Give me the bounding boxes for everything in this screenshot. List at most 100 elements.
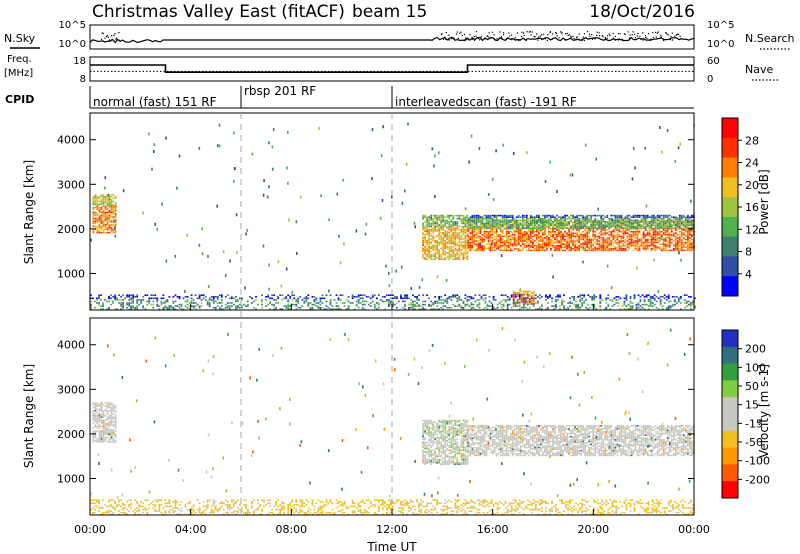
- noise-search-dot: [596, 31, 598, 33]
- power-cell: [574, 244, 576, 247]
- power-cell: [469, 232, 472, 234]
- power-cell: [375, 297, 378, 300]
- power-cell: [434, 247, 437, 250]
- power-cell: [176, 296, 179, 298]
- power-cell: [599, 305, 602, 307]
- velocity-cell: [106, 433, 109, 435]
- power-cell: [642, 232, 645, 234]
- power-cell: [514, 303, 517, 305]
- power-cell: [558, 248, 560, 250]
- power-cell: [505, 221, 508, 223]
- power-cell: [556, 190, 558, 194]
- velocity-cell: [94, 430, 97, 432]
- power-cell: [477, 232, 480, 234]
- velocity-cell: [108, 433, 111, 435]
- power-cell: [469, 248, 472, 250]
- power-cell: [440, 227, 443, 229]
- power-cell: [156, 227, 158, 231]
- power-cell: [186, 300, 189, 303]
- power-cell: [680, 221, 683, 223]
- power-cell: [430, 257, 433, 259]
- power-cell: [620, 224, 623, 226]
- velocity-cell: [110, 406, 113, 409]
- power-cell: [600, 237, 603, 239]
- power-cell: [612, 221, 615, 224]
- velocity-cell: [112, 439, 115, 442]
- velocity-cell: [102, 427, 105, 429]
- power-cell: [108, 296, 110, 298]
- power-cell: [152, 297, 155, 300]
- power-cell: [513, 218, 516, 220]
- velocity-cell: [100, 403, 103, 406]
- power-cell: [513, 222, 516, 225]
- velocity-cell: [108, 431, 111, 434]
- power-cell: [691, 246, 693, 249]
- power-cell: [601, 299, 604, 301]
- velocity-cell: [114, 424, 117, 426]
- power-cell: [664, 248, 667, 250]
- power-cell: [672, 243, 675, 245]
- power-cell: [426, 230, 428, 232]
- power-cell: [584, 240, 587, 242]
- power-cell: [542, 232, 544, 234]
- power-cell: [659, 296, 662, 298]
- power-cell: [648, 229, 651, 231]
- power-cell: [434, 221, 437, 223]
- noise-search-dot: [607, 35, 609, 37]
- power-cell: [505, 229, 508, 231]
- power-cell: [413, 221, 416, 225]
- power-cell: [519, 219, 522, 222]
- power-cell: [674, 223, 677, 225]
- power-cell: [564, 244, 566, 247]
- power-cell: [600, 225, 603, 228]
- power-cell: [485, 243, 488, 245]
- power-cell: [509, 249, 512, 252]
- power-cell: [676, 229, 679, 231]
- power-cell: [466, 242, 469, 245]
- power-cell: [620, 219, 623, 222]
- power-cell: [434, 225, 437, 228]
- power-cell: [689, 240, 691, 242]
- power-cell: [509, 241, 512, 244]
- power-cell: [328, 218, 330, 222]
- power-cell: [424, 303, 426, 306]
- power-cell: [391, 195, 393, 199]
- power-cell: [96, 228, 99, 231]
- power-cell: [536, 221, 538, 223]
- power-cell: [560, 216, 562, 218]
- power-cell: [90, 300, 92, 303]
- power-cell: [560, 235, 562, 238]
- power-cell: [436, 308, 439, 310]
- power-cell: [586, 221, 589, 223]
- power-cell: [616, 229, 619, 231]
- power-cell: [582, 248, 585, 250]
- power-cell: [650, 224, 653, 226]
- power-cell: [568, 243, 570, 245]
- power-cell: [182, 308, 185, 310]
- power-cell: [515, 219, 518, 222]
- power-cell: [434, 224, 437, 226]
- power-cell: [422, 214, 424, 217]
- power-cell: [106, 231, 109, 234]
- power-cell: [636, 248, 639, 250]
- power-cell: [414, 296, 416, 298]
- power-cell: [594, 235, 597, 238]
- power-cell: [598, 249, 601, 252]
- power-cell: [670, 219, 673, 222]
- power-cell: [467, 222, 470, 225]
- power-cell: [357, 302, 360, 304]
- power-cell: [525, 218, 528, 220]
- power-cell: [317, 306, 320, 309]
- power-cell: [475, 240, 478, 242]
- power-cell: [578, 230, 580, 233]
- power-cell: [118, 299, 120, 301]
- power-cell: [432, 232, 435, 234]
- power-cell: [647, 299, 650, 301]
- power-cell: [594, 226, 597, 228]
- power-cell: [598, 241, 601, 244]
- power-cell: [442, 238, 445, 240]
- power-cell: [450, 238, 453, 240]
- power-cell: [537, 308, 539, 310]
- power-cell: [582, 244, 585, 247]
- power-cell: [287, 294, 290, 296]
